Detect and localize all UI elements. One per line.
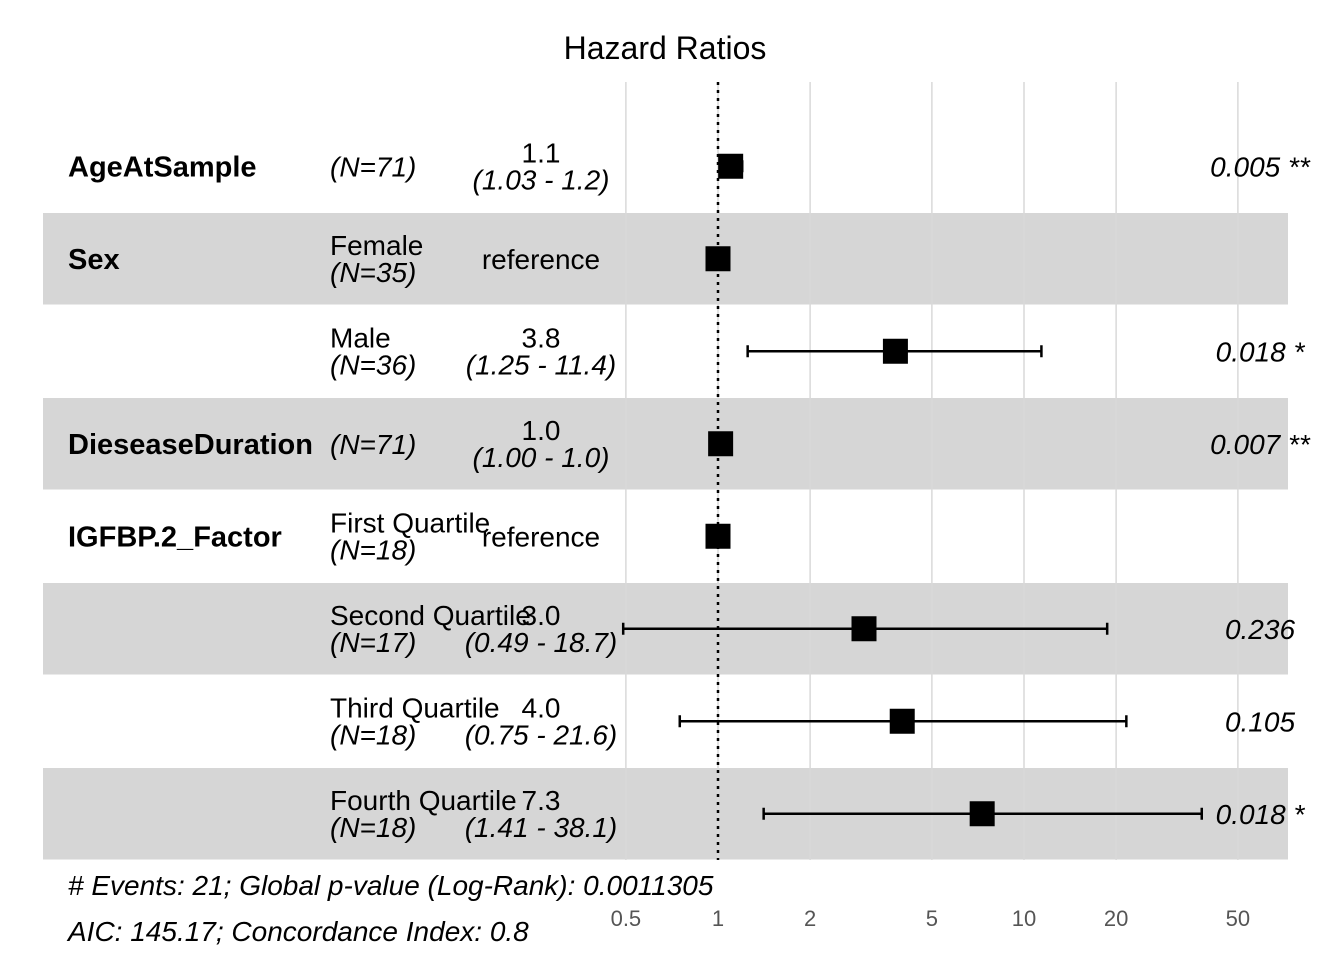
x-tick-label-5: 10: [1012, 906, 1036, 931]
estimate-point-6: [851, 616, 877, 642]
hr-label-7: 4.0: [522, 692, 561, 723]
x-tick-label-6: 20: [1104, 906, 1128, 931]
estimate-point-2: [705, 246, 731, 272]
hr-label-3: 3.8: [522, 322, 561, 353]
n-label-1: (N=71): [330, 151, 416, 182]
p-value-6: 0.236: [1225, 614, 1295, 645]
x-tick-label-7: 50: [1226, 906, 1250, 931]
ci-label-8: (1.41 - 38.1): [465, 812, 618, 843]
x-axis-ticks: 0.5 1 2 5 10 20 50: [611, 906, 1251, 931]
estimate-point-3: [882, 338, 908, 364]
estimate-marks: [621, 153, 1204, 827]
estimate-point-5: [705, 523, 731, 549]
p-value-3: 0.018 *: [1216, 336, 1306, 367]
chart-title: Hazard Ratios: [564, 30, 767, 66]
footer-aic: AIC: 145.17; Concordance Index: 0.8: [66, 916, 529, 947]
estimate-point-8: [969, 801, 995, 827]
x-tick-label-3: 2: [804, 906, 816, 931]
hr-label-4: 1.0: [522, 415, 561, 446]
footer-events: # Events: 21; Global p-value (Log-Rank):…: [68, 870, 714, 901]
row-band-4: [43, 398, 1288, 490]
n-label-7: (N=18): [330, 719, 416, 750]
n-label-4: (N=71): [330, 429, 416, 460]
estimate-point-4: [708, 431, 734, 457]
level-label-8: Fourth Quartile: [330, 785, 517, 816]
x-tick-label-4: 5: [926, 906, 938, 931]
hr-label-6: 3.0: [522, 600, 561, 631]
p-value-4: 0.007 **: [1210, 429, 1311, 460]
variable-label-2: Sex: [68, 244, 120, 276]
p-value-7: 0.105: [1225, 706, 1295, 737]
hr-label-5: reference: [482, 521, 600, 552]
hr-label-1: 1.1: [522, 137, 561, 168]
ci-label-7: (0.75 - 21.6): [465, 719, 618, 750]
n-label-3: (N=36): [330, 349, 416, 380]
level-label-2: Female: [330, 230, 423, 261]
n-label-6: (N=17): [330, 627, 416, 658]
ci-label-1: (1.03 - 1.2): [473, 164, 610, 195]
estimate-point-1: [718, 153, 744, 179]
n-label-2: (N=35): [330, 257, 416, 288]
p-value-8: 0.018 *: [1216, 799, 1306, 830]
hr-label-8: 7.3: [522, 785, 561, 816]
ci-label-3: (1.25 - 11.4): [466, 349, 616, 380]
level-label-5: First Quartile: [330, 507, 490, 538]
x-tick-label-2: 1: [712, 906, 724, 931]
hr-label-2: reference: [482, 244, 600, 275]
row-band-2: [43, 213, 1288, 305]
variable-label-1: AgeAtSample: [68, 151, 257, 183]
variable-label-4: DieseaseDuration: [68, 429, 313, 461]
ci-label-6: (0.49 - 18.7): [465, 627, 618, 658]
n-label-5: (N=18): [330, 534, 416, 565]
estimate-point-7: [889, 708, 915, 734]
n-label-8: (N=18): [330, 812, 416, 843]
variable-label-5: IGFBP.2_Factor: [68, 521, 282, 553]
level-label-3: Male: [330, 322, 391, 353]
p-value-1: 0.005 **: [1210, 151, 1311, 182]
level-label-7: Third Quartile: [330, 692, 500, 723]
x-tick-label-1: 0.5: [611, 906, 642, 931]
ci-label-4: (1.00 - 1.0): [473, 442, 610, 473]
level-label-6: Second Quartile: [330, 600, 531, 631]
row-texts: AgeAtSample (N=71) 1.1(1.03 - 1.2) 0.005 **…: [68, 137, 1311, 843]
